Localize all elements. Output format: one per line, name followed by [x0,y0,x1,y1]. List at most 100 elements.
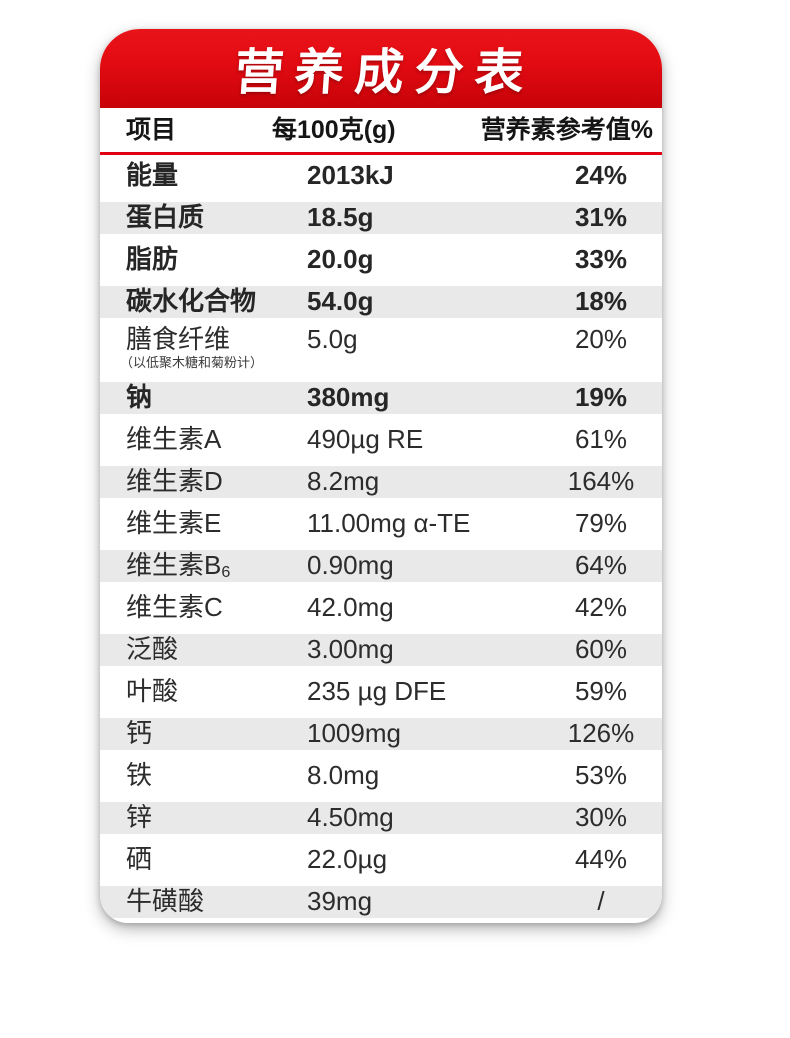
table-row: 叶酸 235 µg DFE 59% [100,671,662,713]
table-row: 脂肪 20.0g 33% [100,239,662,281]
nutrient-name-text: 维生素D [126,466,223,497]
nutrient-nrv-percent: 164% [567,466,635,497]
nutrient-name: 维生素C [100,592,307,623]
nutrient-value: 3.00mg [307,634,394,665]
nutrition-card: 营养成分表 项目 每100克(g) 营养素参考值% 能量 2013kJ 24% … [100,29,662,923]
nutrient-note: （以低聚木糖和菊粉计） [120,354,264,370]
table-row: 维生素D 8.2mg 164% [100,461,662,503]
card-header: 营养成分表 [100,29,662,108]
nutrient-name-text: 维生素B [126,550,222,581]
table-row: 泛酸 3.00mg 60% [100,629,662,671]
nutrient-nrv-percent: 18% [574,286,628,317]
nutrient-name-text: 蛋白质 [126,202,205,233]
nutrient-nrv-percent: 20% [574,324,628,354]
nutrient-nrv-percent: 31% [574,202,628,233]
table-row: 维生素B6 0.90mg 64% [100,545,662,587]
nutrient-value: 20.0g [307,244,374,275]
column-header-row: 项目 每100克(g) 营养素参考值% [100,108,662,152]
nutrient-name-text: 维生素A [126,424,222,455]
nutrient-name: 膳食纤维 （以低聚木糖和菊粉计） [100,323,307,370]
nutrient-name: 维生素E [100,508,307,539]
header-divider [100,152,662,155]
table-row: 维生素A 490µg RE 61% [100,419,662,461]
nutrient-nrv-percent: 33% [574,244,628,275]
nutrient-name: 能量 [100,160,307,191]
nutrient-value: 5.0g [307,324,358,354]
table-row: 维生素C 42.0mg 42% [100,587,662,629]
nutrient-name: 维生素A [100,424,307,455]
nutrient-value: 2013kJ [307,160,394,191]
table-row: 钙 1009mg 126% [100,713,662,755]
nutrient-value: 11.00mg α-TE [307,508,471,539]
nutrient-nrv-percent: 19% [574,382,628,413]
table-row: 钠 380mg 19% [100,377,662,419]
nutrient-name: 钙 [100,718,307,749]
nutrient-value: 490µg RE [307,424,424,455]
nutrient-name: 铁 [100,760,307,791]
nutrient-name-subscript: 6 [221,563,231,582]
nutrient-name: 叶酸 [100,676,307,707]
nutrient-nrv-percent: 30% [574,802,628,833]
nutrient-value: 22.0µg [307,844,388,875]
nutrient-nrv-percent: 44% [574,844,628,875]
column-header-nrv: 营养素参考值% [480,116,653,144]
table-row: 膳食纤维 （以低聚木糖和菊粉计） 5.0g 20% [100,323,662,377]
nutrient-nrv-percent: 61% [574,424,628,455]
nutrient-value: 8.0mg [307,760,380,791]
column-header-item: 项目 [126,116,177,144]
nutrient-value: 1009mg [307,718,401,749]
nutrient-nrv-percent: / [597,886,605,917]
nutrient-value: 39mg [307,886,373,917]
nutrient-name-text: 膳食纤维 [126,324,231,354]
table-row: 硒 22.0µg 44% [100,839,662,881]
nutrient-value: 0.90mg [307,550,394,581]
table-row: 铁 8.0mg 53% [100,755,662,797]
nutrient-value: 54.0g [307,286,374,317]
nutrient-name-text: 叶酸 [126,676,179,707]
nutrient-name-text: 硒 [126,844,153,875]
nutrient-name-text: 锌 [126,802,153,833]
table-row: 蛋白质 18.5g 31% [100,197,662,239]
nutrient-nrv-percent: 64% [574,550,628,581]
nutrient-value: 18.5g [307,202,374,233]
nutrient-name-text: 泛酸 [126,634,179,665]
nutrient-value: 8.2mg [307,466,380,497]
nutrient-name: 脂肪 [100,244,307,275]
nutrient-name-text: 牛磺酸 [126,886,205,917]
nutrient-name-text: 能量 [126,160,179,191]
nutrient-name-text: 铁 [126,760,153,791]
nutrient-name-text: 维生素C [126,592,223,623]
nutrient-nrv-percent: 53% [574,760,628,791]
nutrient-name: 蛋白质 [100,202,307,233]
table-row: 碳水化合物 54.0g 18% [100,281,662,323]
nutrient-name: 维生素B6 [100,550,307,582]
table-row: 锌 4.50mg 30% [100,797,662,839]
nutrition-table: 能量 2013kJ 24% 蛋白质 18.5g 31% 脂肪 20.0g 33%… [100,155,662,923]
table-row: 维生素E 11.00mg α-TE 79% [100,503,662,545]
nutrient-value: 4.50mg [307,802,394,833]
nutrient-name-text: 脂肪 [126,244,179,275]
nutrient-name-text: 钙 [126,718,153,749]
nutrient-value: 235 µg DFE [307,676,447,707]
nutrient-nrv-percent: 60% [574,634,628,665]
nutrient-name-text: 钠 [126,382,153,413]
column-header-per-100g: 每100克(g) [272,116,396,144]
table-row: 能量 2013kJ 24% [100,155,662,197]
nutrient-name: 硒 [100,844,307,875]
nutrient-name: 维生素D [100,466,307,497]
nutrient-value: 380mg [307,382,390,413]
nutrient-value: 42.0mg [307,592,394,623]
nutrient-nrv-percent: 24% [574,160,628,191]
nutrient-nrv-percent: 79% [574,508,628,539]
nutrient-name-text: 碳水化合物 [126,286,257,317]
nutrient-nrv-percent: 59% [574,676,628,707]
nutrient-name: 钠 [100,382,307,413]
nutrient-name: 锌 [100,802,307,833]
nutrient-name: 牛磺酸 [100,886,307,917]
table-row: 牛磺酸 39mg / [100,881,662,923]
nutrient-nrv-percent: 42% [574,592,628,623]
nutrient-nrv-percent: 126% [567,718,635,749]
nutrient-name: 碳水化合物 [100,286,307,317]
nutrient-name-text: 维生素E [126,508,222,539]
page-title: 营养成分表 [232,43,537,101]
